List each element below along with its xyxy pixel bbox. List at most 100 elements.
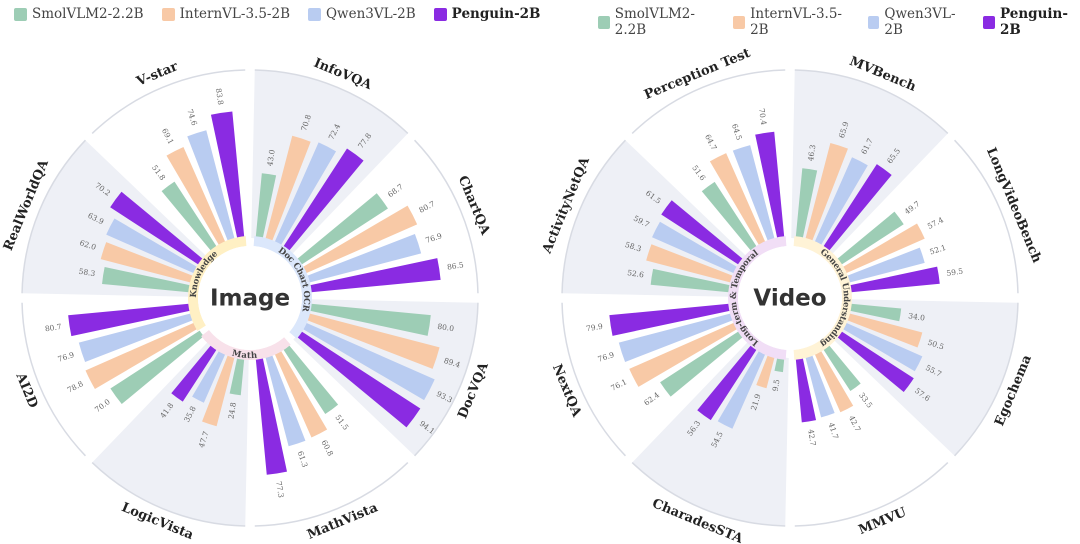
bar-activitynetqa-internvl-3-5-2b[interactable]: [646, 244, 735, 283]
bar-logicvista-penguin-2b[interactable]: [171, 344, 218, 402]
group-ring-knowledge: [188, 236, 247, 331]
legend-item-internvl[interactable]: InternVL-3.5-2B: [733, 6, 849, 38]
legend-item-smolvlm[interactable]: SmolVLM2-2.2B: [14, 6, 144, 22]
bar-charadessta-qwen3vl-2b[interactable]: [717, 349, 766, 429]
wedge-outer-arc: [414, 139, 479, 294]
bar-ai2d-internvl-3-5-2b[interactable]: [85, 322, 199, 389]
benchmark-label-perception-test: Perception Test: [642, 46, 752, 103]
bar-ai2d-smolvlm2-2-2b[interactable]: [110, 330, 204, 405]
bar-infovqa-penguin-2b[interactable]: [282, 148, 364, 252]
wedge-outer-arc: [254, 462, 409, 527]
bar-egochema-qwen3vl-2b[interactable]: [841, 322, 923, 372]
bar-realworldqa-smolvlm2-2-2b[interactable]: [102, 267, 192, 293]
legend-item-smolvlm[interactable]: SmolVLM2-2.2B: [598, 6, 715, 38]
bar-longvideobench-smolvlm2-2-2b[interactable]: [836, 211, 904, 266]
bar-ai2d-qwen3vl-2b[interactable]: [78, 313, 195, 363]
bar-mvbench-smolvlm2-2-2b[interactable]: [795, 168, 818, 240]
value-label: 70.4: [757, 108, 768, 126]
value-label: 51.5: [333, 413, 350, 432]
value-label: 76.1: [609, 377, 628, 393]
value-label: 70.0: [93, 397, 112, 414]
benchmark-label-longvideobench: LongVideoBench: [983, 146, 1044, 266]
bar-nextqa-qwen3vl-2b[interactable]: [618, 313, 735, 363]
bar-mathvista-internvl-3-5-2b[interactable]: [274, 349, 328, 438]
bar-mvbench-qwen3vl-2b[interactable]: [814, 157, 868, 247]
bar-realworldqa-internvl-3-5-2b[interactable]: [100, 242, 195, 283]
bar-longvideobench-qwen3vl-2b[interactable]: [845, 247, 925, 283]
bar-activitynetqa-qwen3vl-2b[interactable]: [652, 221, 739, 274]
video-radial-chart: 46.365.961.765.5MVBench49.757.452.159.5L…: [540, 46, 1044, 544]
bar-logicvista-qwen3vl-2b[interactable]: [192, 349, 226, 403]
legend-label: Qwen3VL-2B: [325, 6, 416, 22]
legend-item-qwen[interactable]: Qwen3VL-2B: [307, 6, 416, 22]
legend-item-internvl[interactable]: InternVL-3.5-2B: [161, 6, 290, 22]
bar-chartqa-qwen3vl-2b[interactable]: [305, 233, 422, 283]
bar-charadessta-penguin-2b[interactable]: [697, 344, 758, 421]
bar-nextqa-smolvlm2-2-2b[interactable]: [660, 330, 744, 397]
bar-chartqa-penguin-2b[interactable]: [308, 258, 441, 293]
bar-logicvista-smolvlm2-2-2b[interactable]: [229, 356, 245, 396]
bar-infovqa-internvl-3-5-2b[interactable]: [265, 135, 311, 243]
legend-item-qwen[interactable]: Qwen3VL-2B: [867, 6, 966, 38]
bar-docvqa-qwen3vl-2b[interactable]: [301, 322, 435, 401]
bar-v-star-qwen3vl-2b[interactable]: [187, 130, 235, 243]
bar-docvqa-internvl-3-5-2b[interactable]: [305, 313, 440, 369]
bar-perception-test-internvl-3-5-2b[interactable]: [709, 153, 766, 247]
bar-infovqa-qwen3vl-2b[interactable]: [274, 142, 337, 247]
legend-item-penguin[interactable]: Penguin-2B: [983, 6, 1080, 38]
bar-perception-test-smolvlm2-2-2b[interactable]: [701, 181, 758, 252]
legend-item-penguin[interactable]: Penguin-2B: [433, 6, 540, 22]
group-ring-long-term-temporal: [728, 236, 787, 360]
bar-chartqa-smolvlm2-2-2b[interactable]: [296, 193, 388, 266]
legend-swatch: [867, 15, 880, 29]
value-label: 76.9: [597, 350, 616, 364]
bar-mmvu-internvl-3-5-2b[interactable]: [814, 349, 854, 413]
bar-mvbench-internvl-3-5-2b[interactable]: [805, 143, 848, 243]
group-label-math: Math: [231, 348, 258, 361]
bar-v-star-smolvlm2-2-2b[interactable]: [161, 181, 218, 252]
wedge-outer-arc: [21, 139, 86, 294]
bar-realworldqa-qwen3vl-2b[interactable]: [106, 218, 199, 274]
bar-mmvu-smolvlm2-2-2b[interactable]: [822, 344, 861, 392]
benchmark-label-nextqa: NextQA: [549, 362, 584, 420]
value-label: 51.8: [150, 163, 167, 182]
group-ring-math: [201, 330, 291, 361]
value-label: 49.7: [903, 199, 922, 216]
center-disk: [198, 246, 302, 350]
bar-charadessta-internvl-3-5-2b[interactable]: [756, 353, 775, 389]
bar-chartqa-internvl-3-5-2b[interactable]: [301, 205, 418, 274]
bar-mathvista-penguin-2b[interactable]: [255, 356, 287, 475]
value-label: 62.4: [642, 390, 661, 407]
bar-perception-test-penguin-2b[interactable]: [755, 131, 785, 240]
wedge-outer-arc: [561, 139, 626, 294]
bar-logicvista-internvl-3-5-2b[interactable]: [202, 353, 235, 427]
bar-mathvista-qwen3vl-2b[interactable]: [265, 353, 306, 447]
bar-docvqa-penguin-2b[interactable]: [296, 330, 421, 428]
value-label: 33.5: [857, 391, 874, 410]
bar-mmvu-qwen3vl-2b[interactable]: [805, 353, 835, 418]
bar-docvqa-smolvlm2-2-2b[interactable]: [308, 303, 431, 336]
bar-egochema-penguin-2b[interactable]: [836, 330, 914, 393]
value-label: 42.7: [847, 414, 863, 433]
bar-activitynetqa-smolvlm2-2-2b[interactable]: [650, 268, 732, 293]
bar-v-star-penguin-2b[interactable]: [210, 111, 245, 240]
bar-egochema-smolvlm2-2-2b[interactable]: [848, 303, 902, 322]
bar-v-star-internvl-3-5-2b[interactable]: [166, 146, 226, 247]
bar-realworldqa-penguin-2b[interactable]: [110, 191, 204, 266]
chart-title: Video: [753, 286, 826, 312]
bar-nextqa-internvl-3-5-2b[interactable]: [629, 322, 739, 387]
bar-charadessta-smolvlm2-2-2b[interactable]: [774, 356, 785, 373]
bar-mmvu-penguin-2b[interactable]: [795, 356, 817, 423]
bar-mvbench-penguin-2b[interactable]: [822, 164, 892, 252]
bar-egochema-internvl-3-5-2b[interactable]: [845, 313, 923, 348]
legend-label: Penguin-2B: [999, 6, 1068, 38]
bar-ai2d-penguin-2b[interactable]: [68, 303, 192, 337]
bar-longvideobench-penguin-2b[interactable]: [848, 266, 940, 293]
group-ring-doc-chart-ocr: [253, 236, 312, 339]
bar-longvideobench-internvl-3-5-2b[interactable]: [841, 223, 925, 274]
bar-infovqa-smolvlm2-2-2b[interactable]: [255, 173, 277, 240]
bar-activitynetqa-penguin-2b[interactable]: [661, 200, 744, 266]
bar-nextqa-penguin-2b[interactable]: [609, 303, 732, 336]
bar-perception-test-qwen3vl-2b[interactable]: [732, 145, 775, 243]
bar-mathvista-smolvlm2-2-2b[interactable]: [282, 344, 339, 415]
